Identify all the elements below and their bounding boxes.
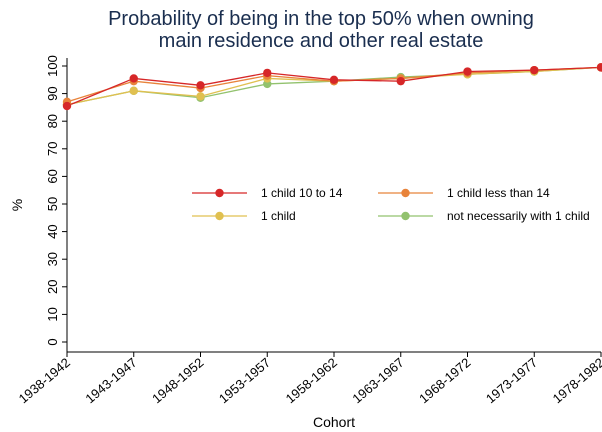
x-tick-label: 1958-1962 xyxy=(283,355,340,406)
y-tick-label: 20 xyxy=(45,280,60,294)
series-line xyxy=(66,66,602,106)
legend-swatch-marker xyxy=(215,188,224,198)
data-point xyxy=(396,76,405,86)
x-tick-label: 1948-1952 xyxy=(149,355,206,406)
y-tick-label: 40 xyxy=(45,224,60,238)
legend-swatch-marker xyxy=(401,211,410,221)
x-tick-label: 1938-1942 xyxy=(16,355,73,406)
y-axis-title: % xyxy=(9,199,25,211)
series-line xyxy=(66,66,602,107)
x-axis-title: Cohort xyxy=(313,414,355,430)
y-tick-label: 70 xyxy=(45,142,60,156)
data-point xyxy=(196,81,205,90)
chart-title-line-2: main residence and other real estate xyxy=(159,30,484,52)
y-tick-label: 10 xyxy=(45,307,60,321)
chart-title-line-1: Probability of being in the top 50% when… xyxy=(108,8,534,30)
data-point xyxy=(196,92,205,101)
y-tick-label: 30 xyxy=(45,252,60,266)
data-point xyxy=(129,86,138,96)
legend-label: 1 child xyxy=(261,209,296,223)
plot-points xyxy=(62,63,602,111)
data-point xyxy=(263,68,272,78)
x-tick-label: 1953-1957 xyxy=(216,355,273,406)
series-line xyxy=(66,66,602,106)
data-point xyxy=(129,74,138,83)
legend-label: 1 child 10 to 14 xyxy=(261,186,343,200)
y-axis: 0 10 20 30 40 50 60 70 80 90 100 xyxy=(45,55,68,352)
legend-swatch-marker xyxy=(401,188,410,198)
x-tick-label: 1943-1947 xyxy=(82,355,139,406)
chart-title: Probability of being in the top 50% when… xyxy=(108,8,534,52)
y-tick-label: 50 xyxy=(45,197,60,211)
legend-label: 1 child less than 14 xyxy=(447,186,550,200)
y-tick-label: 90 xyxy=(45,86,60,100)
x-tick-label: 1963-1967 xyxy=(349,355,406,406)
data-point xyxy=(62,101,72,111)
y-tick-label: 0 xyxy=(45,338,60,345)
y-tick-label: 60 xyxy=(45,169,60,183)
x-tick-label: 1978-1982 xyxy=(550,355,602,406)
legend-label: not necessarily with 1 child xyxy=(447,209,590,223)
legend-swatch-marker xyxy=(215,211,224,221)
data-point xyxy=(463,67,472,76)
y-tick-label: 80 xyxy=(45,114,60,128)
x-tick-label: 1968-1972 xyxy=(416,355,473,406)
data-point xyxy=(530,65,539,75)
legend: 1 child 10 to 14 1 child less than 14 1 ch… xyxy=(192,186,590,223)
x-axis: 1938-1942 1943-1947 1948-1952 1953-1957 1958… xyxy=(16,351,602,406)
y-tick-label: 100 xyxy=(45,55,60,77)
x-tick-label: 1973-1977 xyxy=(483,355,540,406)
data-point xyxy=(329,75,339,85)
plot-lines xyxy=(66,66,602,107)
data-point xyxy=(596,63,602,72)
